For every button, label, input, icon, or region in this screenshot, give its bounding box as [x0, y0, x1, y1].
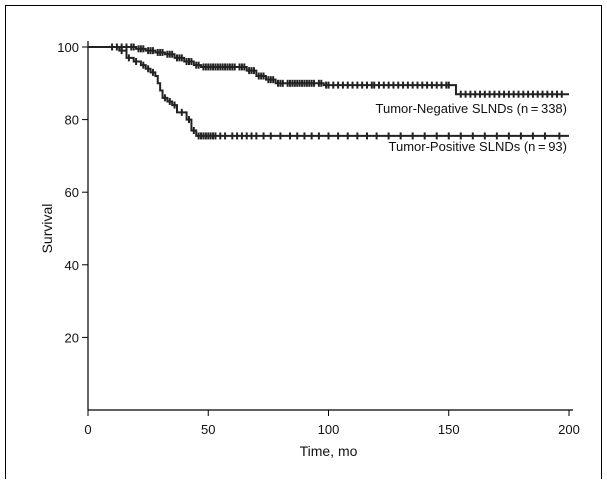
x-tick-label: 0 [84, 422, 91, 437]
axes [87, 41, 573, 411]
y-tick-label: 20 [65, 330, 79, 345]
x-tick-label: 150 [438, 422, 460, 437]
x-tick-label: 200 [558, 422, 580, 437]
x-tick-label: 50 [201, 422, 215, 437]
series-layer [88, 43, 569, 140]
series-line [88, 46, 569, 137]
y-axis-label: Survival [39, 204, 55, 254]
y-tick-label: 60 [65, 185, 79, 200]
series-1 [88, 46, 569, 140]
ticks: 0 50 100 150 200 20 40 60 80 100 [57, 40, 580, 437]
series-label-tumor-positive: Tumor-Positive SLNDs (n = 93) [389, 139, 567, 154]
series-label-tumor-negative: Tumor-Negative SLNDs (n = 338) [376, 101, 568, 116]
y-tick-label: 40 [65, 258, 79, 273]
y-tick-label: 100 [57, 40, 79, 55]
x-axis-label: Time, mo [300, 443, 358, 459]
figure-frame [5, 5, 602, 479]
y-tick-label: 80 [65, 113, 79, 128]
x-tick-label: 100 [318, 422, 340, 437]
series-0 [88, 43, 569, 98]
